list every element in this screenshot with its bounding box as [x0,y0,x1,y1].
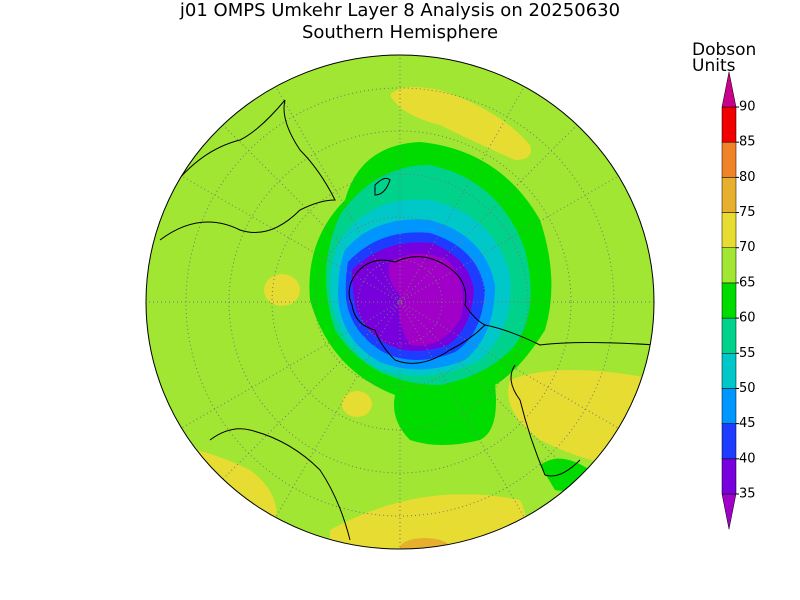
field-70-75 [264,274,300,306]
colorbar-segment [721,177,737,213]
field-below-35 [388,253,464,346]
colorbar-segment [721,212,737,248]
colorbar-label: Units [692,56,736,76]
colorbar-segment [721,353,737,389]
colorbar-tick-label: 45 [739,416,756,431]
subtitle: Southern Hemisphere [302,22,498,43]
colorbar-label: Dobson [692,40,756,60]
colorbar-segment [721,247,737,284]
colorbar-segment [721,493,737,530]
colorbar-tick-label: 90 [739,100,756,115]
colorbar-tick-label: 85 [739,135,756,150]
colorbar-segment [721,317,737,354]
field-70-75 [342,391,372,417]
title: j01 OMPS Umkehr Layer 8 Analysis on 2025… [179,0,620,21]
map [146,55,654,549]
colorbar-tick-label: 75 [739,205,756,220]
colorbar-segment [721,282,737,319]
colorbar-segment [721,106,737,143]
colorbar-tick-label: 35 [739,487,756,502]
colorbar-segment [721,458,737,495]
colorbar-tick-label: 55 [739,346,756,361]
colorbar-segment [721,388,737,424]
graticule [146,55,654,549]
colorbar-tick-label: 80 [739,170,756,185]
coastlines [159,99,654,541]
colorbar-segment [721,141,737,178]
colorbar-tick-label: 60 [739,311,756,326]
colorbar-tick-label: 40 [739,451,756,466]
colorbar-segment [721,423,737,460]
colorbar-tick-label: 50 [739,381,756,396]
field-70-75 [390,86,531,160]
colorbar-tick-label: 70 [739,240,756,255]
colorbar-segment [721,71,737,108]
colorbar-tick-label: 65 [739,275,756,290]
map-border [145,54,655,550]
